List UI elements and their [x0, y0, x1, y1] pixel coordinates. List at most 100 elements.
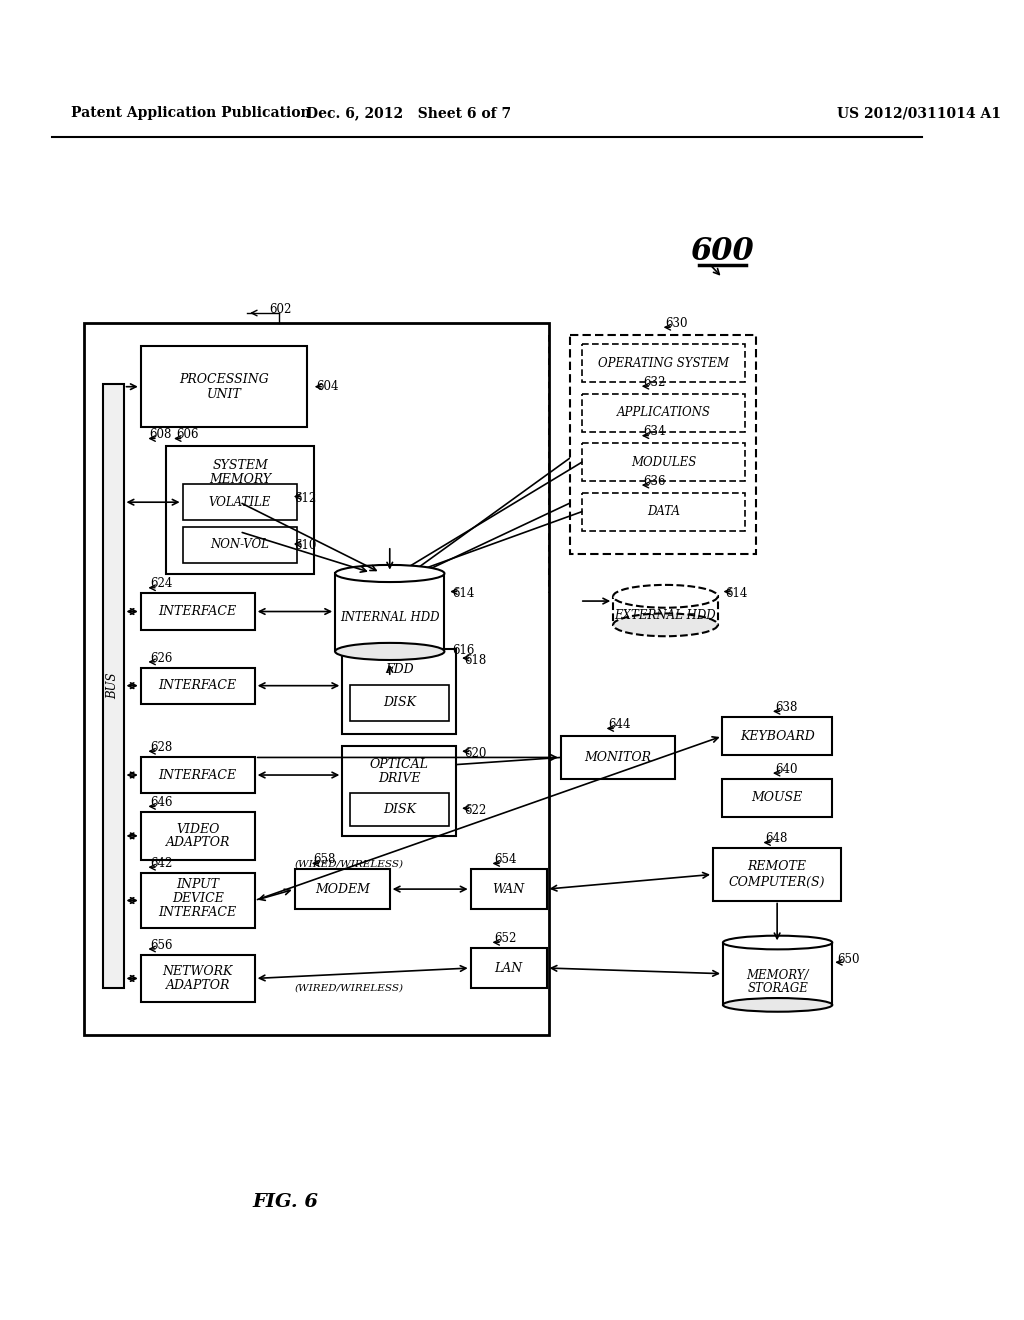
FancyBboxPatch shape — [723, 717, 831, 755]
Text: KEYBOARD: KEYBOARD — [739, 730, 814, 743]
Text: 600: 600 — [690, 236, 755, 267]
Text: ADAPTOR: ADAPTOR — [166, 978, 230, 991]
FancyBboxPatch shape — [182, 484, 297, 520]
FancyBboxPatch shape — [350, 685, 449, 721]
Text: UNIT: UNIT — [207, 388, 242, 401]
Ellipse shape — [613, 585, 718, 607]
Text: MOUSE: MOUSE — [752, 792, 803, 804]
Text: MODULES: MODULES — [631, 455, 696, 469]
Text: VIDEO: VIDEO — [176, 822, 219, 836]
Text: OPTICAL: OPTICAL — [370, 758, 429, 771]
Text: WAN: WAN — [493, 883, 524, 895]
Text: FDD: FDD — [385, 663, 414, 676]
FancyBboxPatch shape — [140, 346, 307, 428]
Text: 626: 626 — [151, 652, 173, 664]
Text: EXTERNAL HDD: EXTERNAL HDD — [614, 609, 716, 622]
Text: LAN: LAN — [495, 961, 522, 974]
FancyBboxPatch shape — [723, 779, 831, 817]
FancyBboxPatch shape — [140, 594, 255, 630]
Text: 628: 628 — [151, 741, 172, 754]
Text: BUS: BUS — [106, 672, 120, 698]
Text: 612: 612 — [295, 492, 317, 504]
Text: 634: 634 — [643, 425, 666, 438]
FancyBboxPatch shape — [166, 446, 313, 574]
Text: REMOTE: REMOTE — [748, 861, 807, 874]
Text: 624: 624 — [151, 577, 173, 590]
FancyBboxPatch shape — [350, 793, 449, 826]
Text: MEMORY/: MEMORY/ — [746, 969, 809, 982]
Text: 638: 638 — [775, 701, 797, 714]
Text: 606: 606 — [176, 428, 199, 441]
FancyBboxPatch shape — [84, 322, 550, 1035]
Text: 658: 658 — [313, 853, 336, 866]
Text: FIG. 6: FIG. 6 — [252, 1193, 318, 1210]
Text: DRIVE: DRIVE — [378, 772, 421, 785]
FancyBboxPatch shape — [342, 648, 457, 734]
Text: INTERFACE: INTERFACE — [159, 605, 237, 618]
Text: 618: 618 — [464, 653, 486, 667]
Ellipse shape — [335, 643, 444, 660]
Text: Patent Application Publication: Patent Application Publication — [72, 107, 311, 120]
Text: 622: 622 — [464, 804, 486, 817]
Text: DISK: DISK — [383, 696, 416, 709]
FancyBboxPatch shape — [140, 756, 255, 793]
Text: 602: 602 — [269, 302, 292, 315]
Text: 604: 604 — [316, 380, 339, 393]
Text: 640: 640 — [775, 763, 798, 776]
Text: SYSTEM: SYSTEM — [212, 458, 268, 471]
Text: DEVICE: DEVICE — [172, 892, 223, 906]
Text: INPUT: INPUT — [176, 878, 219, 891]
Text: (WIRED/WIRELESS): (WIRED/WIRELESS) — [295, 859, 403, 869]
Text: 644: 644 — [608, 718, 631, 731]
Text: NETWORK: NETWORK — [163, 965, 232, 978]
Text: INTERFACE: INTERFACE — [159, 768, 237, 781]
Text: 630: 630 — [666, 317, 688, 330]
FancyBboxPatch shape — [295, 869, 390, 909]
FancyBboxPatch shape — [342, 746, 457, 836]
Text: Dec. 6, 2012   Sheet 6 of 7: Dec. 6, 2012 Sheet 6 of 7 — [306, 107, 511, 120]
Text: MEMORY: MEMORY — [209, 473, 271, 486]
FancyBboxPatch shape — [561, 737, 675, 779]
Text: MODEM: MODEM — [314, 883, 370, 895]
Text: MONITOR: MONITOR — [585, 751, 651, 764]
FancyBboxPatch shape — [582, 444, 745, 482]
FancyBboxPatch shape — [723, 942, 833, 1005]
Ellipse shape — [335, 565, 444, 582]
Text: 608: 608 — [150, 428, 172, 441]
Text: PROCESSING: PROCESSING — [179, 372, 268, 385]
Text: INTERNAL HDD: INTERNAL HDD — [340, 611, 439, 624]
Text: 614: 614 — [452, 587, 474, 601]
Text: VOLATILE: VOLATILE — [208, 496, 270, 508]
FancyBboxPatch shape — [140, 873, 255, 928]
Text: 614: 614 — [725, 587, 748, 601]
Text: APPLICATIONS: APPLICATIONS — [616, 407, 711, 420]
Text: 610: 610 — [295, 540, 317, 553]
FancyBboxPatch shape — [582, 345, 745, 383]
Text: 654: 654 — [495, 853, 517, 866]
Text: ADAPTOR: ADAPTOR — [166, 836, 230, 849]
Text: COMPUTER(S): COMPUTER(S) — [729, 875, 825, 888]
Ellipse shape — [723, 936, 833, 949]
Text: INTERFACE: INTERFACE — [159, 680, 237, 692]
Text: 636: 636 — [643, 475, 666, 488]
FancyBboxPatch shape — [182, 527, 297, 564]
Text: 656: 656 — [151, 939, 173, 952]
FancyBboxPatch shape — [613, 597, 718, 624]
FancyBboxPatch shape — [140, 668, 255, 704]
Text: INTERFACE: INTERFACE — [159, 907, 237, 919]
Text: 648: 648 — [765, 832, 787, 845]
FancyBboxPatch shape — [471, 948, 547, 987]
Text: NON-VOL: NON-VOL — [210, 539, 269, 552]
FancyBboxPatch shape — [471, 869, 547, 909]
Text: 646: 646 — [151, 796, 173, 809]
FancyBboxPatch shape — [140, 812, 255, 859]
FancyBboxPatch shape — [582, 393, 745, 432]
Text: 652: 652 — [495, 932, 517, 945]
Text: 632: 632 — [643, 376, 666, 389]
Text: US 2012/0311014 A1: US 2012/0311014 A1 — [837, 107, 1000, 120]
Ellipse shape — [723, 998, 833, 1011]
Text: DISK: DISK — [383, 804, 416, 816]
Text: 620: 620 — [464, 747, 486, 760]
Text: STORAGE: STORAGE — [748, 982, 808, 995]
FancyBboxPatch shape — [140, 954, 255, 1002]
